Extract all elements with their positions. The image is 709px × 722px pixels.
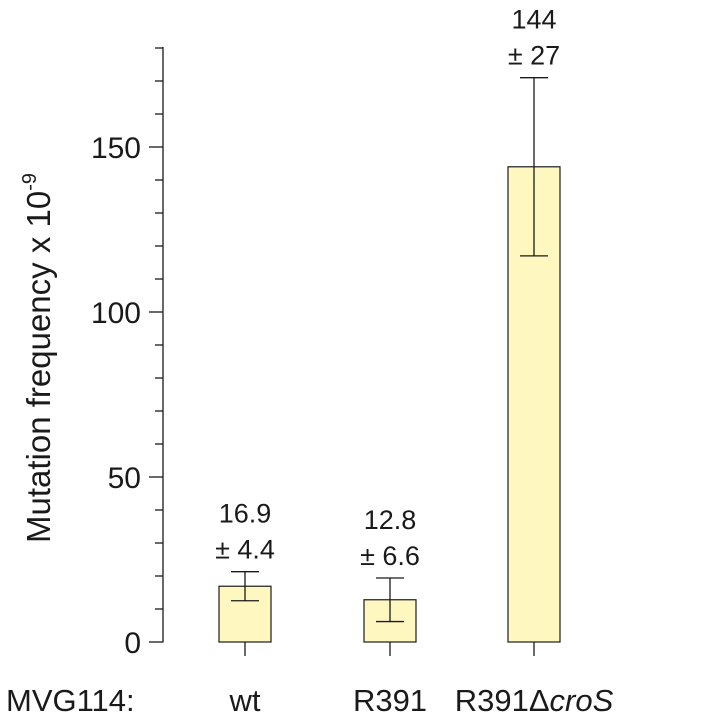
y-tick-label: 150	[91, 132, 141, 165]
error-label: ± 6.6	[360, 541, 420, 571]
category-label: R391	[353, 683, 427, 718]
bars	[218, 77, 561, 643]
category-label-text: R391Δ	[455, 683, 550, 718]
error-label: ± 4.4	[215, 535, 275, 565]
category-label-text: R391	[353, 683, 427, 718]
labels: ± 4.4 16.9 wt ± 6.6 12.8 R391 ± 27 144 R391ΔcroS	[215, 5, 614, 718]
category-label-text: wt	[229, 683, 261, 718]
error-label: ± 27	[508, 41, 560, 71]
y-axis-title-exponent: -9	[19, 173, 41, 191]
y-axis-title: Mutation frequency x 10-9	[19, 173, 57, 543]
strain-prefix-label: MVG114:	[6, 683, 135, 718]
category-label: wt	[229, 683, 261, 718]
y-tick-label: 0	[124, 627, 141, 660]
y-tick-label: 50	[108, 462, 141, 495]
category-label-suffix: croS	[550, 683, 614, 718]
y-axis: 0 50 100 150	[91, 47, 535, 660]
value-label: 16.9	[219, 499, 272, 529]
y-tick-label: 100	[91, 297, 141, 330]
y-axis-title-text: Mutation frequency x 10	[20, 191, 57, 543]
value-label: 12.8	[364, 505, 417, 535]
value-label: 144	[511, 5, 556, 35]
category-label: R391ΔcroS	[455, 683, 614, 718]
